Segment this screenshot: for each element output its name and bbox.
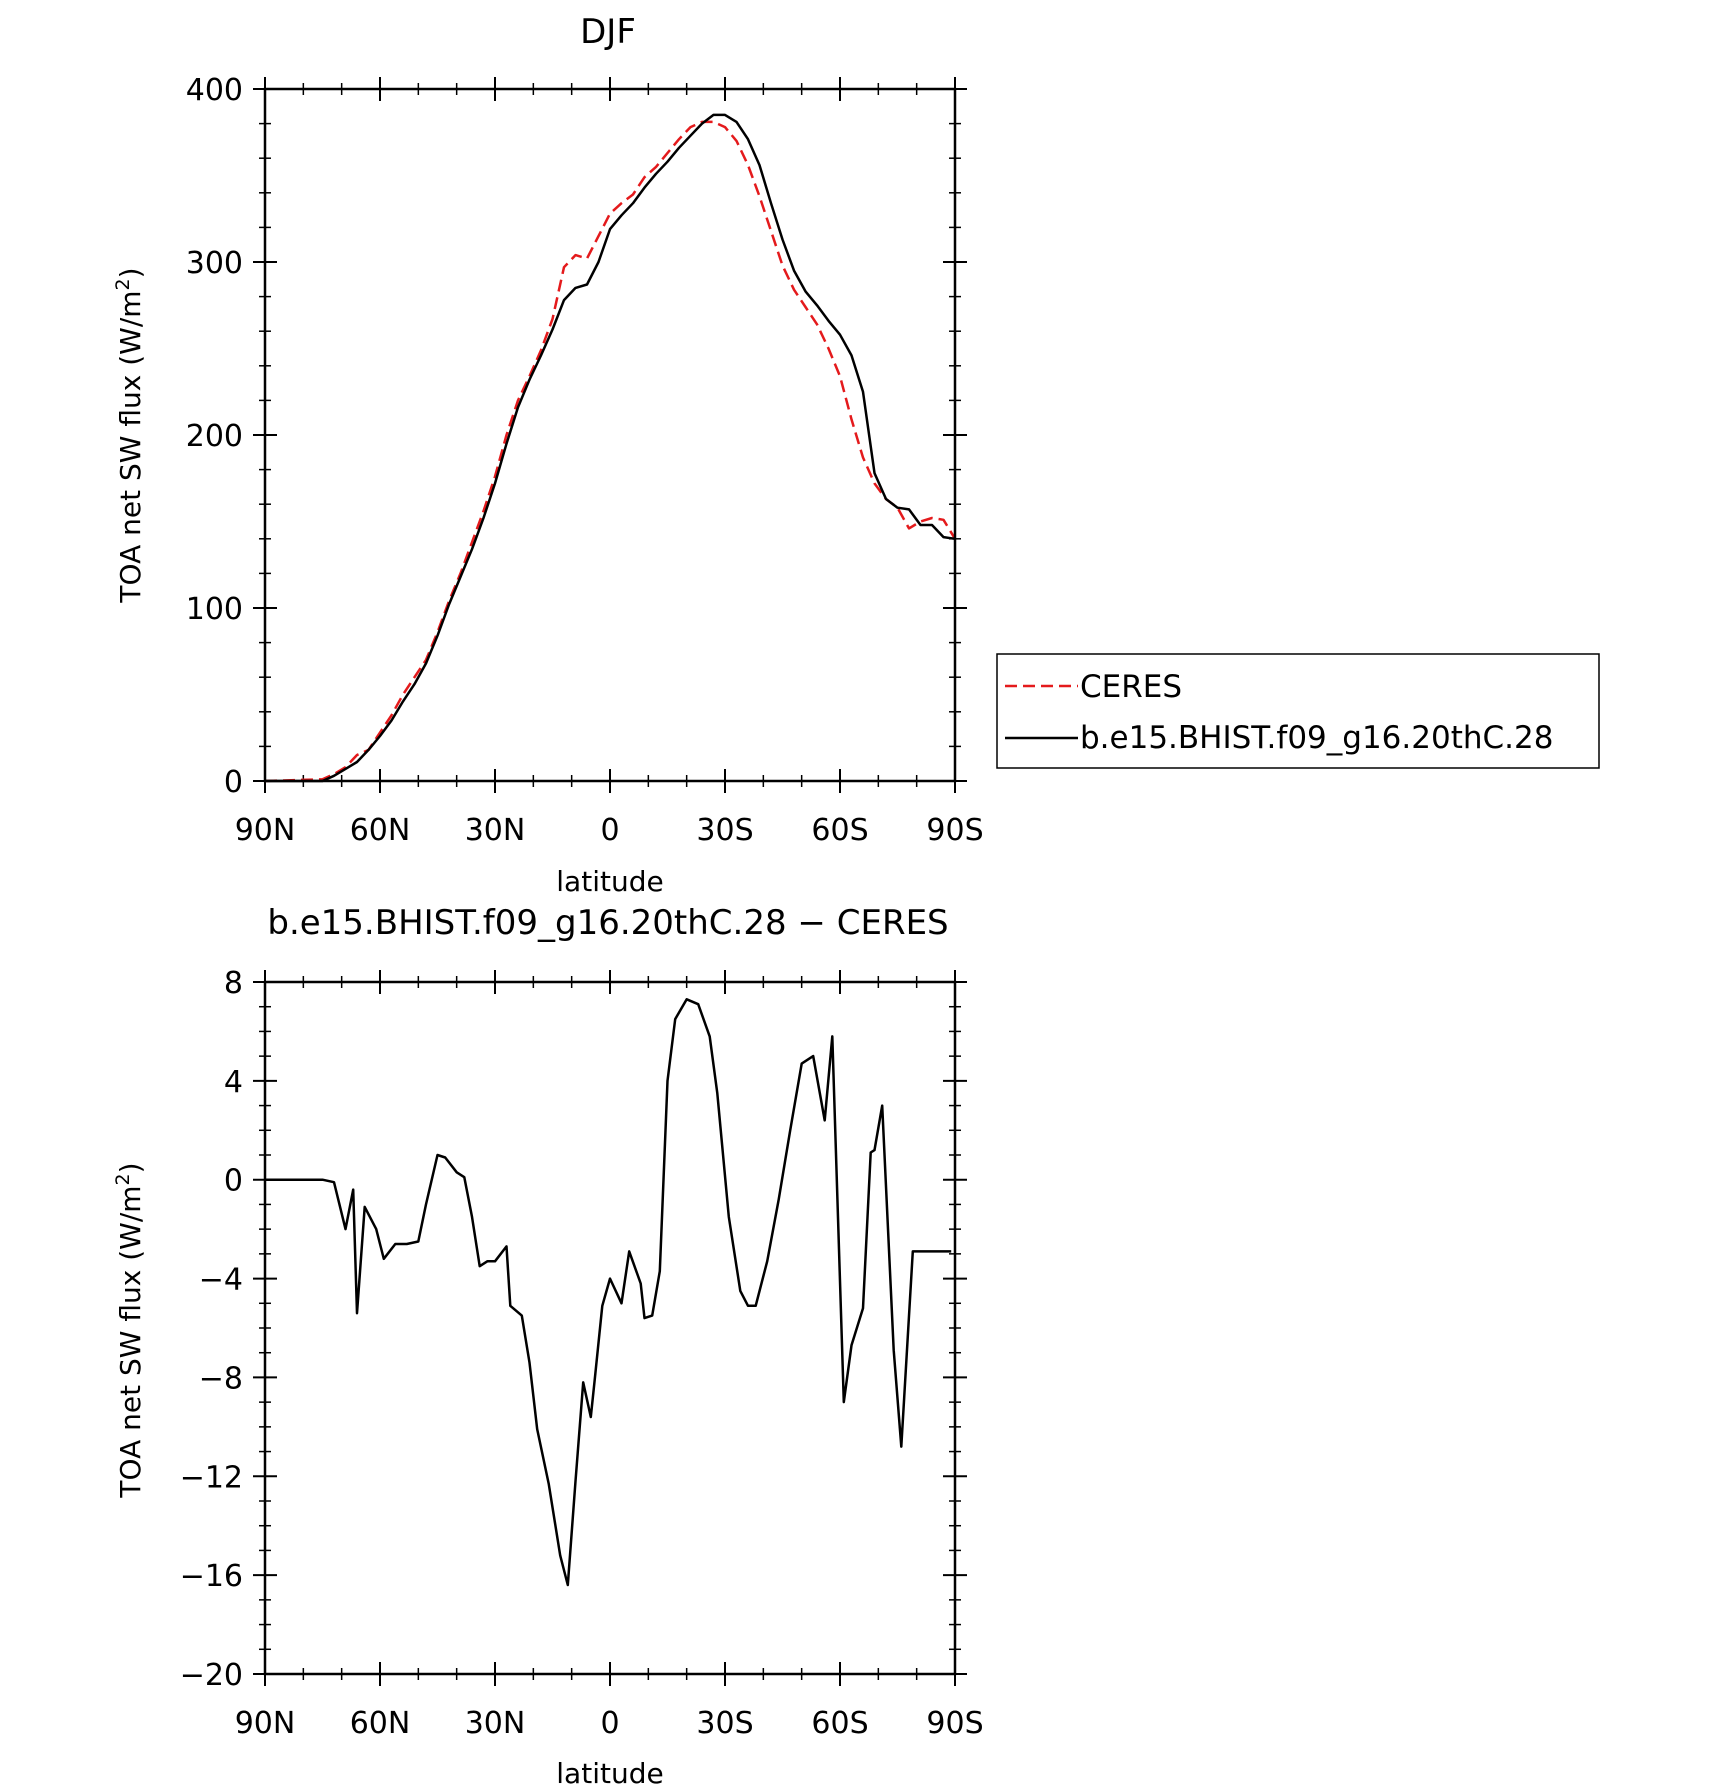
- x-tick-label: 30N: [465, 1706, 526, 1741]
- legend-label-model: b.e15.BHIST.f09_g16.20thC.28: [1080, 720, 1553, 756]
- y-tick-label: 8: [224, 966, 243, 1001]
- y-tick-label: −8: [199, 1361, 243, 1396]
- x-tick-label: 60S: [811, 813, 868, 848]
- panel-bottom: b.e15.BHIST.f09_g16.20thC.28 − CERES −20…: [112, 903, 984, 1789]
- x-tick-label: 60S: [811, 1706, 868, 1741]
- series-lines: [265, 998, 952, 1587]
- y-tick-label: 0: [224, 1164, 243, 1199]
- x-tick-label: 30S: [696, 813, 753, 848]
- x-tick-label: 30S: [696, 1706, 753, 1741]
- x-tick-labels: 90N 60N 30N 0 30S 60S 90S: [235, 813, 984, 848]
- tick-marks: [253, 970, 967, 1686]
- x-tick-labels: 90N 60N 30N 0 30S 60S 90S: [235, 1706, 984, 1741]
- y-axis-label: TOA net SW flux (W/m2): [112, 1162, 147, 1498]
- x-tick-label: 90S: [926, 1706, 983, 1741]
- x-tick-label: 0: [600, 1706, 619, 1741]
- legend: CERES b.e15.BHIST.f09_g16.20thC.28: [996, 653, 1600, 769]
- y-tick-label: 400: [186, 73, 243, 108]
- x-axis-label: latitude: [556, 865, 663, 898]
- series-line-b-e15-bhist-f09-g16-20thc-28: [265, 113, 956, 783]
- legend-box: [996, 653, 1600, 769]
- x-axis-label: latitude: [556, 1757, 663, 1789]
- panel-top: DJF 0 100 200 300 400 90N 60N 30N 0 30S 60S 90S la…: [112, 12, 1600, 898]
- y-tick-label: −4: [199, 1263, 243, 1298]
- panel-top-title: DJF: [580, 12, 636, 52]
- y-tick-labels: 0 100 200 300 400: [186, 73, 243, 800]
- plot-frame: [263, 980, 957, 1676]
- x-tick-label: 90N: [235, 1706, 296, 1741]
- series-line-difference: [265, 998, 952, 1587]
- series-line-ceres: [264, 120, 957, 783]
- x-tick-label: 0: [600, 813, 619, 848]
- plot-frame: [263, 87, 957, 783]
- x-tick-label: 30N: [465, 813, 526, 848]
- y-tick-label: −20: [180, 1658, 243, 1693]
- x-tick-label: 90S: [926, 813, 983, 848]
- y-tick-label: 100: [186, 592, 243, 627]
- x-tick-label: 90N: [235, 813, 296, 848]
- series-lines: [264, 113, 957, 783]
- y-tick-label: −12: [180, 1460, 243, 1495]
- tick-marks: [253, 77, 967, 793]
- legend-label-ceres: CERES: [1080, 669, 1182, 705]
- y-tick-label: −16: [180, 1559, 243, 1594]
- y-tick-label: 300: [186, 246, 243, 281]
- y-tick-label: 4: [224, 1065, 243, 1100]
- y-axis-label: TOA net SW flux (W/m2): [112, 267, 147, 603]
- x-tick-label: 60N: [350, 1706, 411, 1741]
- panel-bottom-title: b.e15.BHIST.f09_g16.20thC.28 − CERES: [267, 903, 948, 943]
- x-tick-label: 60N: [350, 813, 411, 848]
- y-tick-label: 200: [186, 419, 243, 454]
- y-tick-labels: −20 −16 −12 −8 −4 0 4 8: [180, 966, 243, 1693]
- y-tick-label: 0: [224, 765, 243, 800]
